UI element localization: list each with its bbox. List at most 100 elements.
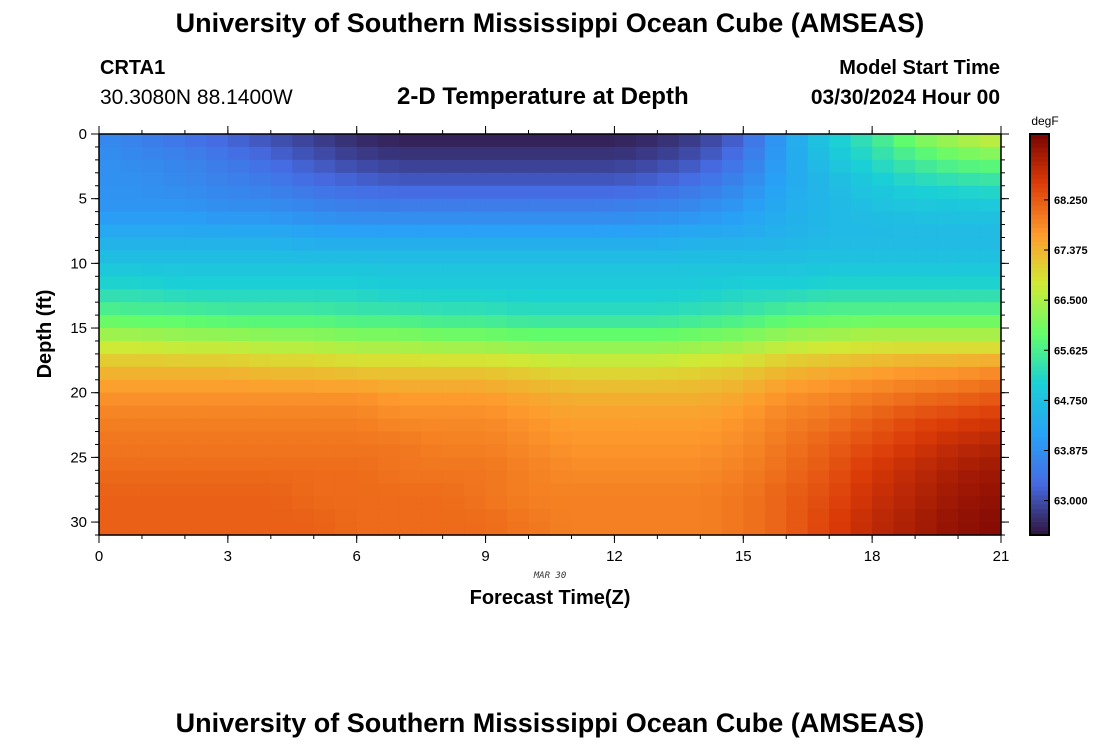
heatmap-cell xyxy=(99,340,122,355)
heatmap-cell xyxy=(292,276,315,290)
heatmap-cell xyxy=(893,159,916,174)
heatmap-cell xyxy=(356,405,379,420)
heatmap-cell xyxy=(528,302,551,316)
heatmap-cell xyxy=(614,340,637,355)
colorbar-swatch xyxy=(1030,330,1049,336)
heatmap-cell xyxy=(893,302,916,316)
heatmap-cell xyxy=(678,315,701,329)
heatmap-cell xyxy=(700,470,723,484)
heatmap-cell xyxy=(227,509,250,523)
colorbar-swatch xyxy=(1030,183,1049,189)
heatmap-cell xyxy=(99,159,122,174)
heatmap-cell xyxy=(936,302,959,316)
y-tick-label: 10 xyxy=(70,255,87,272)
heatmap-cell xyxy=(657,224,680,239)
station-id: CRTA1 xyxy=(100,57,166,79)
heatmap-cell xyxy=(850,289,873,303)
heatmap-cell xyxy=(464,405,487,420)
heatmap-cell xyxy=(356,328,379,342)
heatmap-cell xyxy=(335,315,358,329)
heatmap-cell xyxy=(163,185,186,200)
heatmap-cell xyxy=(141,315,165,329)
heatmap-cell xyxy=(507,211,530,226)
heatmap-cell xyxy=(163,444,186,458)
heatmap-cell xyxy=(786,418,809,433)
heatmap-cell xyxy=(764,159,787,174)
heatmap-cell xyxy=(979,418,1002,433)
heatmap-cell xyxy=(700,366,723,381)
heatmap-cell xyxy=(421,392,444,407)
colorbar-swatch xyxy=(1030,432,1049,438)
heatmap-cell xyxy=(700,211,723,226)
heatmap-cell xyxy=(485,276,508,290)
heatmap-cell xyxy=(550,470,573,484)
heatmap-cell xyxy=(163,315,186,329)
heatmap-cell xyxy=(657,146,680,161)
heatmap-cell xyxy=(528,315,551,329)
heatmap-cell xyxy=(399,250,422,264)
heatmap-cell xyxy=(915,483,938,497)
heatmap-cell xyxy=(635,224,658,239)
heatmap-cell xyxy=(786,392,809,407)
heatmap-cell xyxy=(356,172,379,187)
heatmap-cell xyxy=(872,185,895,200)
heatmap-cell xyxy=(936,328,959,342)
heatmap-cell xyxy=(700,444,723,458)
heatmap-cell xyxy=(614,250,637,264)
heatmap-cell xyxy=(592,457,616,471)
heatmap-cell xyxy=(893,328,916,342)
heatmap-cell xyxy=(141,276,165,290)
heatmap-cell xyxy=(335,198,358,213)
heatmap-cell xyxy=(421,159,444,174)
heatmap-cell xyxy=(184,496,207,510)
heatmap-cell xyxy=(614,315,637,329)
heatmap-cell xyxy=(700,379,723,394)
heatmap-cell xyxy=(378,185,401,200)
heatmap-cell xyxy=(206,250,229,264)
heatmap-cell xyxy=(399,340,422,355)
heatmap-cell xyxy=(206,172,229,187)
heatmap-cell xyxy=(635,172,658,187)
heatmap-cell xyxy=(721,198,744,213)
heatmap-cell xyxy=(292,405,315,420)
heatmap-cell xyxy=(872,483,895,497)
heatmap-cell xyxy=(807,302,830,316)
heatmap-cell xyxy=(399,237,422,252)
heatmap-cell xyxy=(184,366,207,381)
heatmap-cell xyxy=(635,328,658,342)
heatmap-cell xyxy=(335,159,358,174)
heatmap-cell xyxy=(378,198,401,213)
heatmap-cell xyxy=(807,250,830,264)
heatmap-cell xyxy=(872,159,895,174)
heatmap-cell xyxy=(442,418,465,433)
heatmap-cell xyxy=(915,340,938,355)
heatmap-cell xyxy=(356,522,379,536)
heatmap-cell xyxy=(915,457,938,471)
heatmap-cell xyxy=(378,509,401,523)
heatmap-cell xyxy=(893,496,916,510)
heatmap-cell xyxy=(764,276,787,290)
heatmap-cell xyxy=(678,198,701,213)
heatmap-cell xyxy=(829,340,852,355)
heatmap-cell xyxy=(249,353,272,368)
heatmap-cell xyxy=(764,366,787,381)
heatmap-cell xyxy=(335,237,358,252)
heatmap-cell xyxy=(270,263,293,277)
heatmap-cell xyxy=(807,457,830,471)
heatmap-cell xyxy=(206,418,229,433)
heatmap-cell xyxy=(979,289,1002,303)
heatmap-cell xyxy=(507,302,530,316)
heatmap-cell xyxy=(184,159,207,174)
heatmap-cell xyxy=(721,496,744,510)
heatmap-cell xyxy=(807,276,830,290)
heatmap-cell xyxy=(270,198,293,213)
heatmap-cell xyxy=(163,470,186,484)
heatmap-cell xyxy=(657,263,680,277)
heatmap-cell xyxy=(378,263,401,277)
heatmap-cell xyxy=(421,405,444,420)
heatmap-cell xyxy=(657,457,680,471)
heatmap-cell xyxy=(249,470,272,484)
heatmap-cell xyxy=(163,146,186,161)
heatmap-cell xyxy=(829,146,852,161)
heatmap-cell xyxy=(764,328,787,342)
